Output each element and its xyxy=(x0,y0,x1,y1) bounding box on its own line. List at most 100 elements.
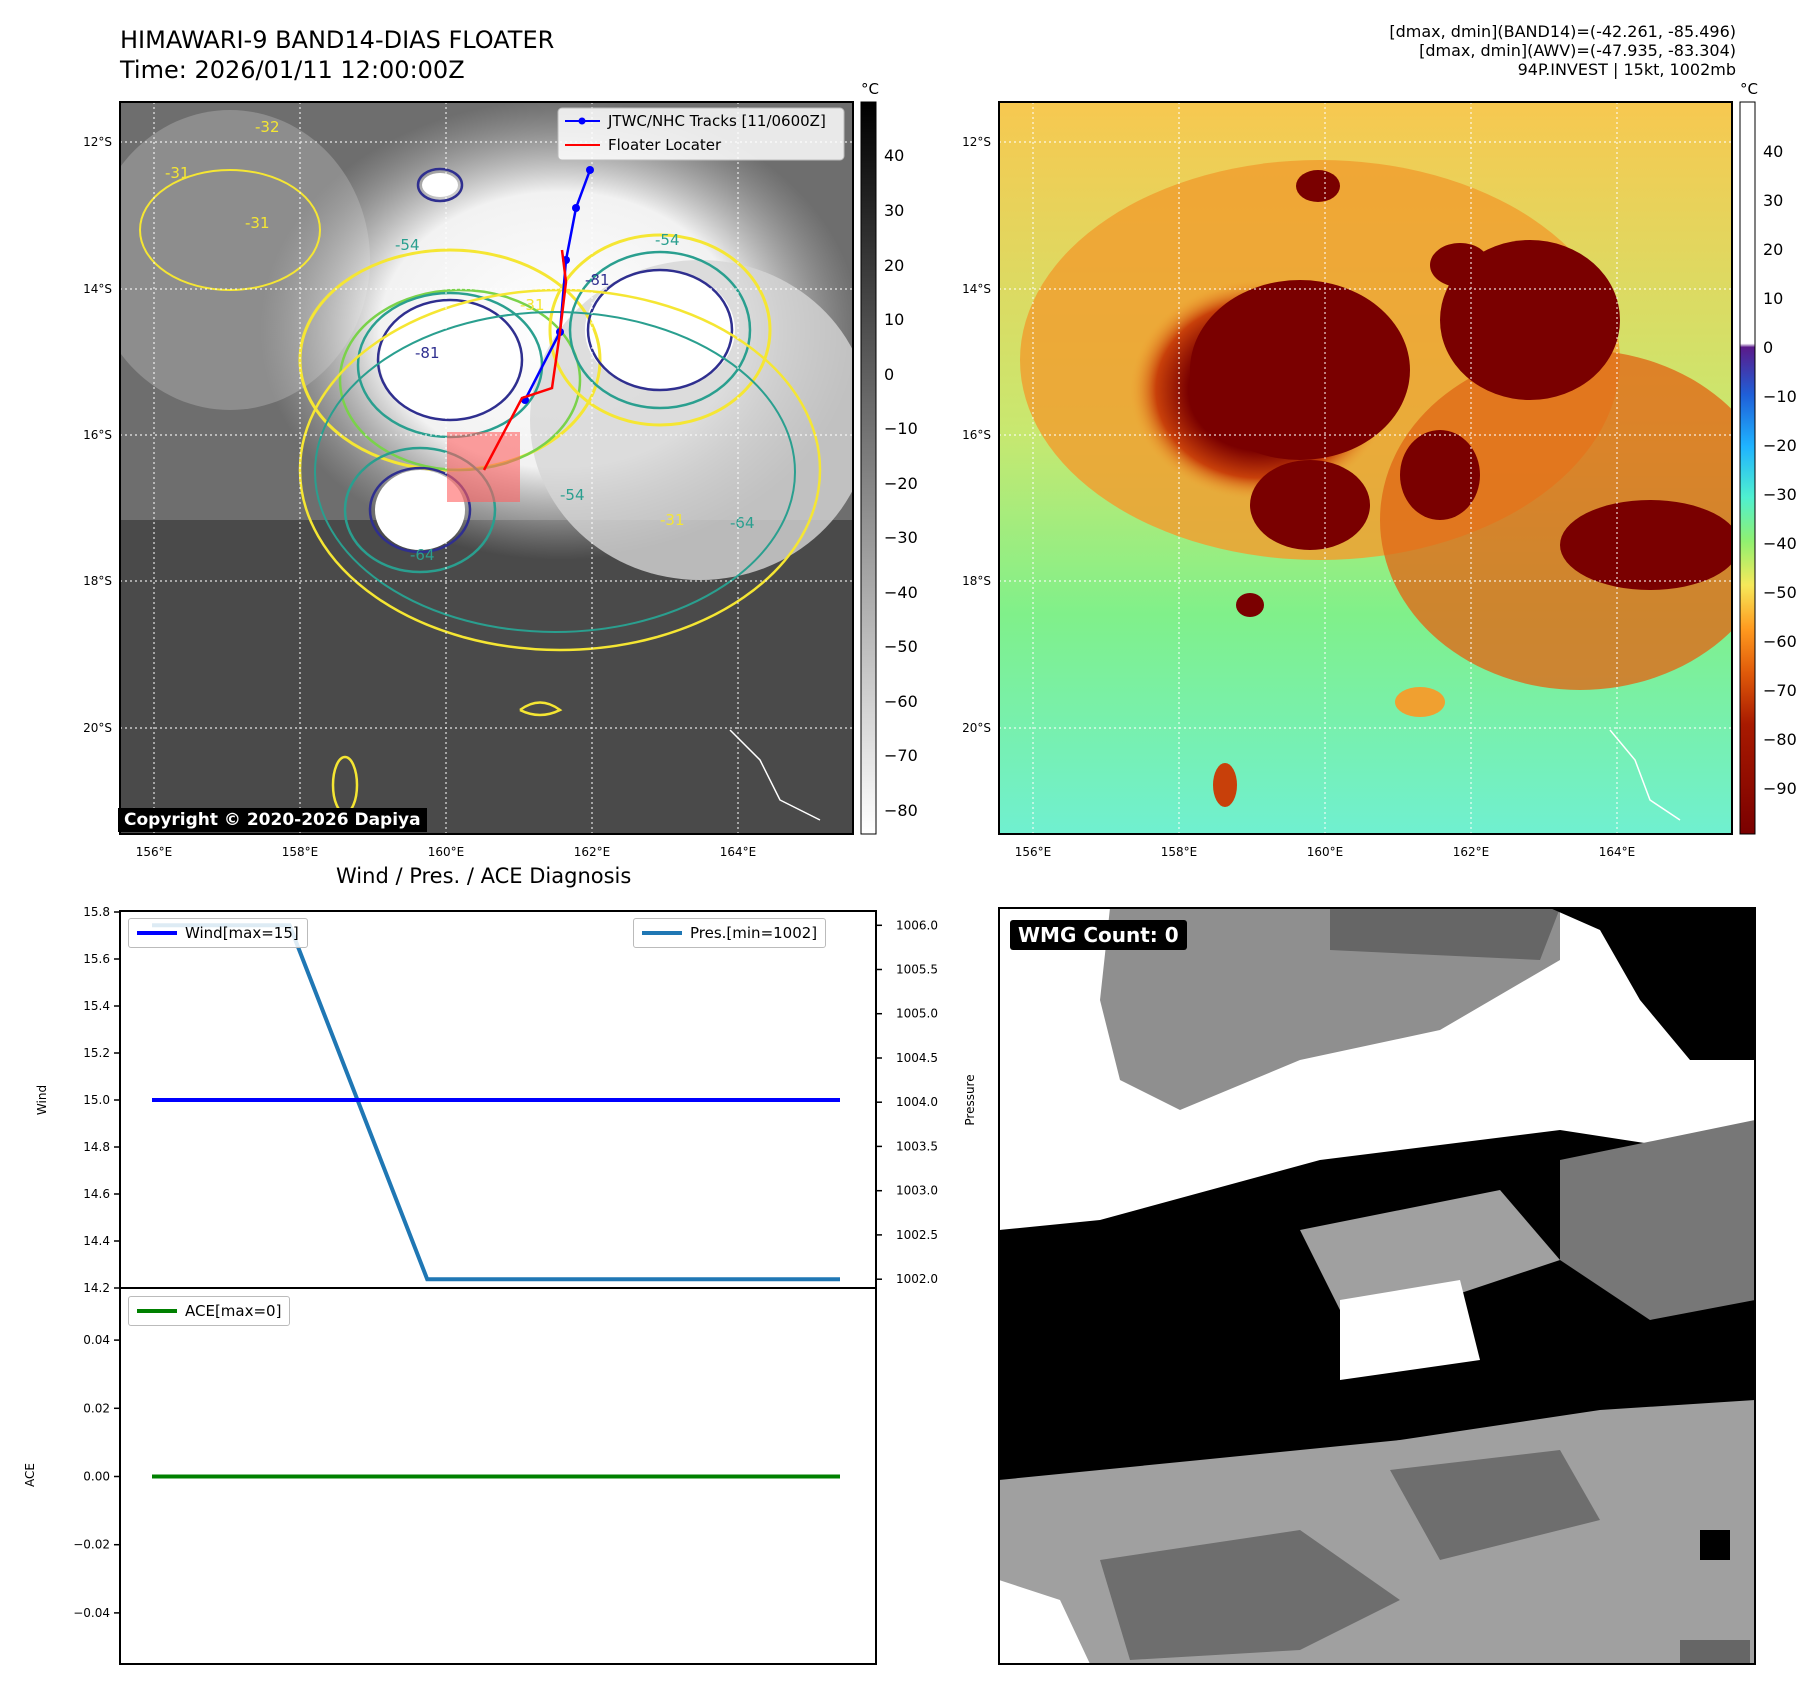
axis-tick-label: 0.04 xyxy=(83,1333,110,1347)
axis-tick-label: −0.02 xyxy=(73,1538,110,1552)
floater-track xyxy=(482,249,568,471)
awv-grid xyxy=(999,102,1732,834)
colorbar-tick: 30 xyxy=(884,201,904,220)
contour-label: -54 xyxy=(395,236,420,254)
colorbar-tick: 0 xyxy=(1763,338,1773,357)
colorbar-tick: −50 xyxy=(884,637,918,656)
lat-tick: 16°S xyxy=(962,428,991,442)
colorbar-tick: 20 xyxy=(1763,240,1783,259)
figure-time: Time: 2026/01/11 12:00:00Z xyxy=(120,56,465,84)
wind-legend-swatch xyxy=(137,931,177,935)
colorbar-tick: 0 xyxy=(884,365,894,384)
axis-tick-label: 14.2 xyxy=(83,1281,110,1295)
axis-tick-label: 14.4 xyxy=(83,1234,110,1248)
lon-tick: 156°E xyxy=(136,845,173,859)
pressure-legend-label: Pres.[min=1002] xyxy=(690,924,818,942)
axis-tick-label: 1002.0 xyxy=(896,1272,938,1286)
band14-map: -31 -31 -31 -31 -54 -54 -54 -64 -64 -81 … xyxy=(120,102,853,834)
band14-colorbar xyxy=(860,101,877,835)
colorbar-tick: −60 xyxy=(1763,632,1797,651)
awv-colorbar-unit: °C xyxy=(1740,80,1758,98)
lat-tick: 18°S xyxy=(83,574,112,588)
colorbar-tick: −40 xyxy=(884,583,918,602)
axis-tick-label: 15.0 xyxy=(83,1093,110,1107)
band14-colorbar-unit: °C xyxy=(861,80,879,98)
axis-tick-label: 15.4 xyxy=(83,999,110,1013)
axis-tick-label: 1004.0 xyxy=(896,1095,938,1109)
lon-tick: 158°E xyxy=(1161,845,1198,859)
lat-tick: 20°S xyxy=(83,721,112,735)
pressure-legend: Pres.[min=1002] xyxy=(633,918,827,948)
contour-label: -31 xyxy=(165,164,190,182)
figure-title: HIMAWARI-9 BAND14-DIAS FLOATER xyxy=(120,26,555,54)
pressure-legend-swatch xyxy=(642,931,682,935)
wmg-panel xyxy=(999,908,1755,1664)
contour-label: -81 xyxy=(415,344,440,362)
wind-legend: Wind[max=15] xyxy=(128,918,308,948)
axis-tick-label: 1003.5 xyxy=(896,1139,938,1153)
wind-ticks: 15.8 15.6 15.4 15.2 15.0 14.8 14.6 14.4 14.2 xyxy=(83,905,120,1295)
axis-tick-label: 15.2 xyxy=(83,1046,110,1060)
colorbar-tick: −70 xyxy=(884,746,918,765)
copyright-badge: Copyright © 2020-2026 Dapiya xyxy=(118,808,427,832)
lon-tick: 164°E xyxy=(720,845,757,859)
colorbar-tick: 30 xyxy=(1763,191,1783,210)
ace-axis-label: ACE xyxy=(23,1463,37,1487)
colorbar-tick: −80 xyxy=(884,801,918,820)
axis-tick-label: 1005.5 xyxy=(896,963,938,977)
lat-tick: 18°S xyxy=(962,574,991,588)
colorbar-tick: −20 xyxy=(1763,436,1797,455)
lat-tick: 12°S xyxy=(962,135,991,149)
lat-tick: 14°S xyxy=(83,282,112,296)
colorbar-tick: −10 xyxy=(884,419,918,438)
contour-label: -31 xyxy=(245,214,270,232)
lon-tick: 160°E xyxy=(428,845,465,859)
contour-label: -32 xyxy=(255,118,280,136)
ace-legend-label: ACE[max=0] xyxy=(185,1302,282,1320)
ace-legend-swatch xyxy=(137,1309,177,1313)
diagnosis-title: Wind / Pres. / ACE Diagnosis xyxy=(336,864,632,888)
awv-map-frame xyxy=(998,101,1733,835)
lon-tick: 156°E xyxy=(1015,845,1052,859)
band14-axis-ticks: 156°E 158°E 160°E 162°E 164°E 12°S 14°S … xyxy=(83,135,756,859)
contour-label: -54 xyxy=(655,231,680,249)
axis-tick-label: 1005.0 xyxy=(896,1007,938,1021)
axis-tick-label: 0.00 xyxy=(83,1470,110,1484)
band14-colorbar-ticks: 40 30 20 10 0 −10 −20 −30 −40 −50 −60 −7… xyxy=(884,146,918,820)
colorbar-tick: 40 xyxy=(1763,142,1783,161)
contour-label: -81 xyxy=(585,271,610,289)
ace-legend: ACE[max=0] xyxy=(128,1296,291,1326)
lat-tick: 20°S xyxy=(962,721,991,735)
legend-track-marker xyxy=(578,117,586,125)
axis-tick-label: 1003.0 xyxy=(896,1184,938,1198)
lat-tick: 16°S xyxy=(83,428,112,442)
lon-tick: 164°E xyxy=(1599,845,1636,859)
colorbar-tick: 10 xyxy=(884,310,904,329)
map-legend xyxy=(557,107,845,161)
lon-tick: 160°E xyxy=(1307,845,1344,859)
colorbar-tick: −80 xyxy=(1763,730,1797,749)
pressure-ticks: 1006.0 1005.5 1005.0 1004.5 1004.0 1003.5 1003… xyxy=(876,918,938,1286)
axis-tick-label: 1006.0 xyxy=(896,918,938,932)
colorbar-tick: −30 xyxy=(1763,485,1797,504)
contour-label: -31 xyxy=(660,511,685,529)
awv-axis-ticks: 156°E 158°E 160°E 162°E 164°E 12°S 14°S … xyxy=(962,135,1635,859)
ace-ticks: 0.04 0.02 0.00 −0.02 −0.04 xyxy=(73,1333,120,1620)
pressure-axis-label: Pressure xyxy=(963,1074,977,1125)
legend-track-label: JTWC/NHC Tracks [11/0600Z] xyxy=(607,112,826,130)
contour-label: -54 xyxy=(560,486,585,504)
awv-colorbar-ticks: 40 30 20 10 0 −10 −20 −30 −40 −50 −60 −7… xyxy=(1763,142,1797,798)
axis-tick-label: 14.6 xyxy=(83,1187,110,1201)
colorbar-tick: −30 xyxy=(884,528,918,547)
colorbar-tick: −60 xyxy=(884,692,918,711)
stats-header: [dmax, dmin](BAND14)=(-42.261, -85.496) … xyxy=(1389,22,1736,79)
lat-tick: 12°S xyxy=(83,135,112,149)
band14-map-frame xyxy=(119,101,854,835)
wind-legend-label: Wind[max=15] xyxy=(185,924,299,942)
lon-tick: 158°E xyxy=(282,845,319,859)
stats-band14: [dmax, dmin](BAND14)=(-42.261, -85.496) xyxy=(1389,22,1736,41)
colorbar-tick: −20 xyxy=(884,474,918,493)
axis-tick-label: 1004.5 xyxy=(896,1051,938,1065)
legend-floater-label: Floater Locater xyxy=(608,136,722,154)
